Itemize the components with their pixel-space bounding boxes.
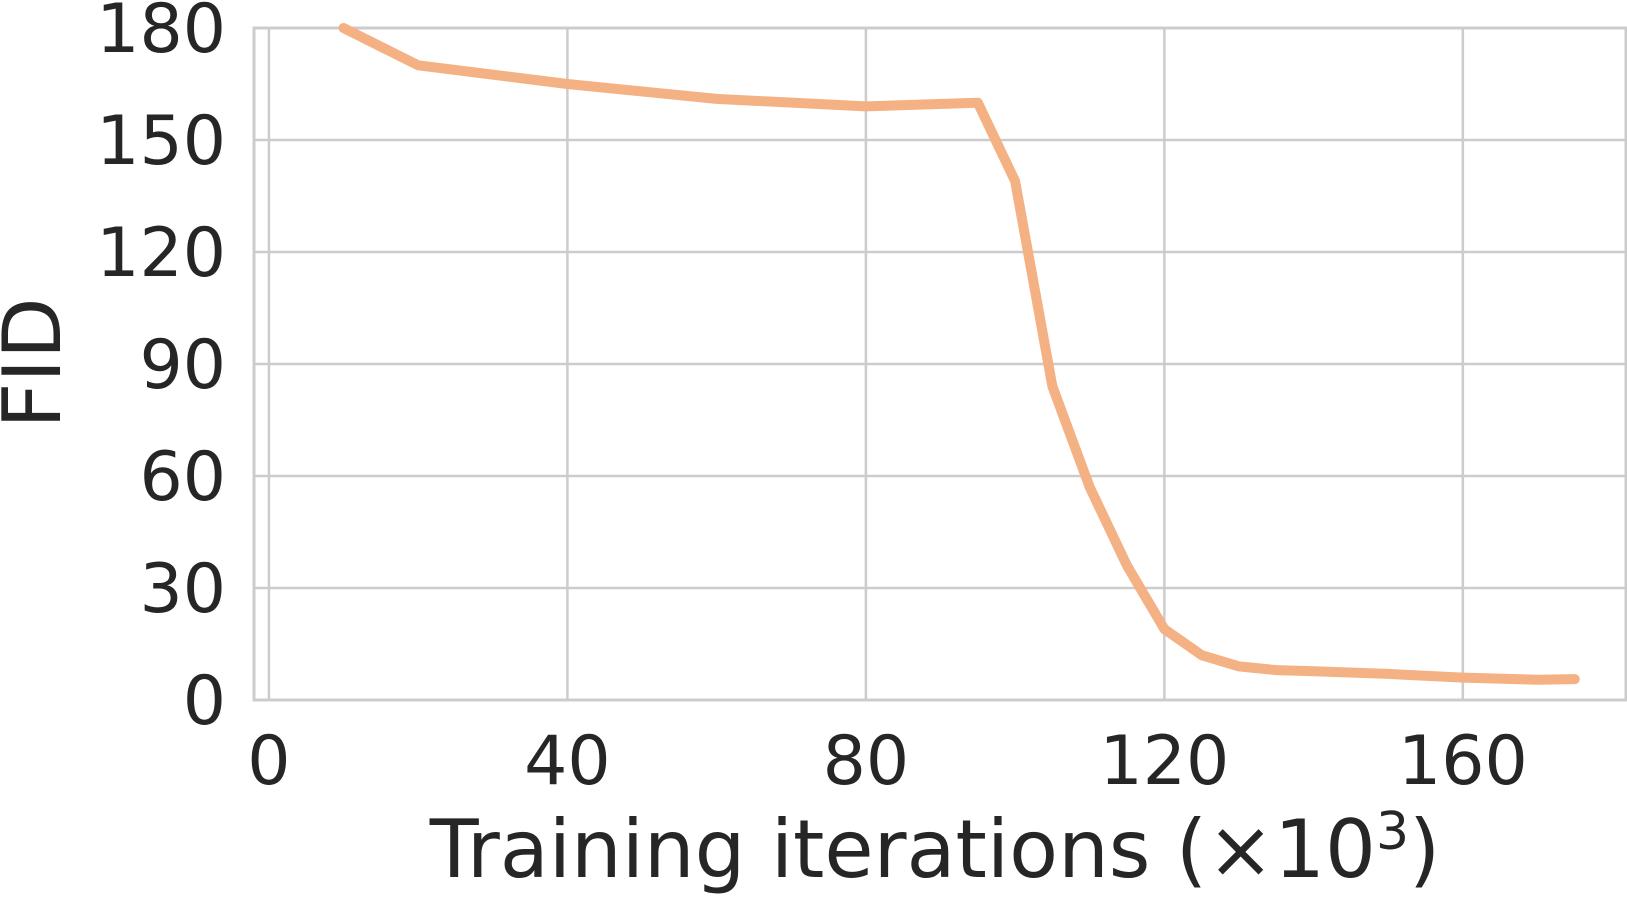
x-tick-label: 160: [1398, 722, 1528, 801]
y-tick-label: 60: [139, 438, 226, 517]
x-tick-label: 40: [524, 722, 611, 801]
x-tick-label: 0: [247, 722, 290, 801]
y-tick-label: 120: [96, 214, 226, 293]
x-axis-title-superscript: 3: [1376, 802, 1409, 862]
axes-frame: [252, 26, 1627, 702]
axis-labels: Training iterations (×103) FID: [0, 297, 1440, 896]
y-axis-title: FID: [0, 297, 79, 428]
y-tick-label: 0: [183, 662, 226, 741]
x-tick-label: 80: [823, 722, 910, 801]
y-tick-labels: 0 30 60 90 120 150 180: [96, 0, 226, 741]
x-tick-label: 120: [1099, 722, 1229, 801]
y-tick-label: 30: [139, 550, 226, 629]
y-tick-label: 90: [139, 326, 226, 405]
x-axis-title-main: Training iterations (×10: [429, 803, 1376, 896]
series-layer: [338, 23, 1580, 685]
axes-spine: [252, 26, 1627, 702]
y-tick-label: 180: [96, 0, 226, 69]
x-axis-title-close: ): [1409, 803, 1440, 896]
fid-series-line: [338, 23, 1580, 685]
x-tick-labels: 0 40 80 120 160: [247, 722, 1527, 801]
x-axis-title: Training iterations (×103): [429, 802, 1441, 896]
y-tick-label: 150: [96, 102, 226, 181]
